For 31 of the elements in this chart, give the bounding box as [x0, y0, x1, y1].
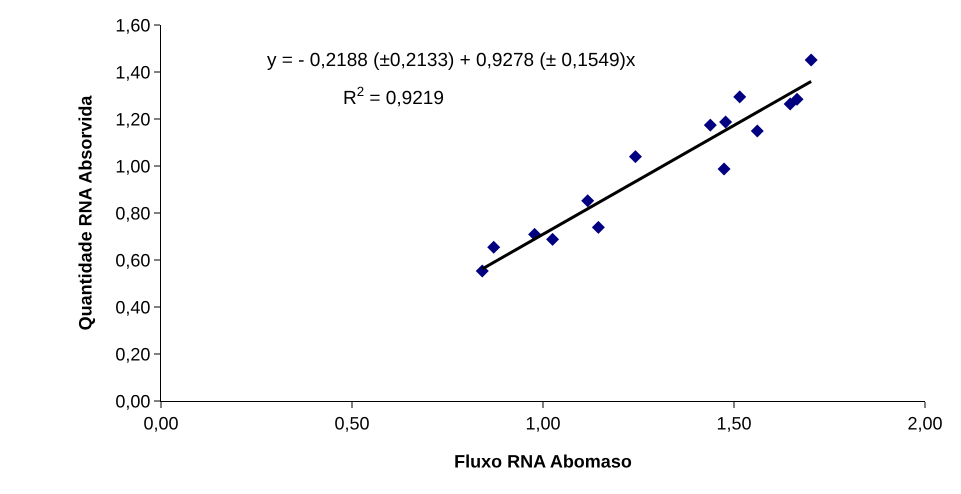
annotation: R$^{2}$ = 0,9219 [343, 84, 444, 109]
x-axis-title: Fluxo RNA Abomaso [454, 452, 632, 472]
x-tick-label: 1,00 [525, 414, 561, 434]
y-axis-title: Quantidade RNA Absorvida [76, 94, 96, 330]
y-tick-label: 0,40 [115, 297, 150, 318]
y-tick-label: 0,60 [115, 250, 150, 270]
y-tick-label: 0,00 [115, 391, 150, 412]
y-tick-label: 1,00 [115, 156, 150, 176]
y-tick-label: 1,60 [115, 15, 150, 36]
point [628, 150, 642, 164]
point [733, 90, 746, 104]
x-tick-label: 0,00 [143, 414, 179, 434]
x-tick-label: 1,50 [716, 414, 752, 434]
point [704, 118, 717, 132]
point [719, 116, 732, 129]
point [487, 240, 500, 254]
point [546, 232, 560, 246]
point [750, 124, 764, 138]
y-tick-label: 0,80 [115, 203, 150, 224]
point [804, 54, 818, 67]
point [718, 162, 731, 176]
y-tick-label: 1,20 [115, 109, 150, 130]
x-tick-label: 0,50 [334, 414, 370, 434]
point [592, 220, 605, 234]
annotation: y = - 0,2188 (±0,2133) + 0,9278 (± 0,1549)x [267, 50, 636, 71]
x-tick-label: 2,00 [907, 414, 943, 434]
y-tick-label: 0,20 [115, 344, 150, 364]
point [784, 97, 797, 110]
y-tick-label: 1,40 [115, 62, 150, 82]
point [581, 194, 594, 208]
point [790, 92, 804, 106]
